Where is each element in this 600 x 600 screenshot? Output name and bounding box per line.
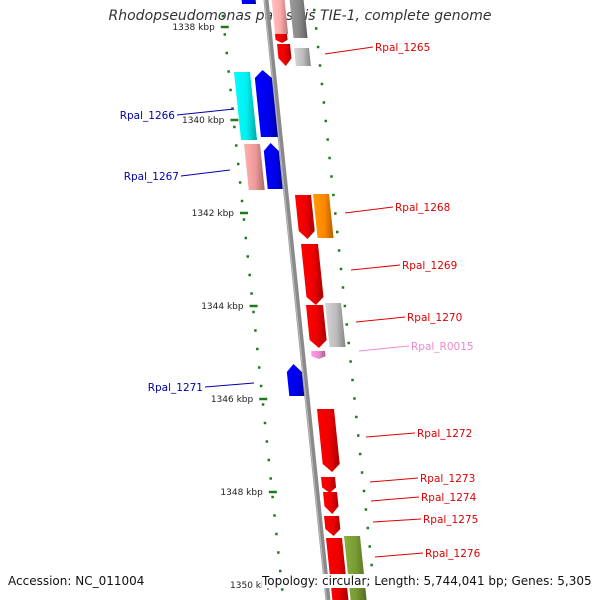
gene-feature (275, 34, 288, 43)
gene-label-leader (324, 46, 374, 55)
gene-feature (311, 351, 326, 359)
genome-backbone (263, 0, 331, 600)
gene-label-leader (355, 316, 406, 323)
gene-feature (301, 244, 324, 305)
gene-label: Rpal_1274 (421, 492, 477, 504)
ruler-label: 1338 kbp (172, 23, 215, 33)
gene-label: Rpal_1275 (423, 514, 478, 526)
gene-label-leader (350, 264, 401, 271)
gene-label: Rpal_1265 (375, 42, 430, 54)
accession-label: Accession: NC_011004 (8, 574, 145, 588)
gene-label: Rpal_1272 (417, 428, 472, 440)
gene-label-leader (370, 496, 420, 502)
gene-feature (289, 0, 308, 38)
gene-label-leader (374, 552, 424, 558)
gene-feature (324, 516, 341, 536)
gene-label-leader (365, 432, 416, 438)
gene-feature (294, 48, 311, 66)
gene-label: Rpal_1268 (395, 202, 450, 214)
gene-feature (317, 409, 340, 472)
gene-label-leader (344, 206, 394, 214)
ruler-label: 1344 kbp (201, 302, 244, 312)
gene-label: Rpal_1271 (148, 382, 203, 394)
gene-feature (234, 72, 258, 140)
gene-label-leader (369, 477, 419, 483)
gene-feature (321, 477, 337, 493)
genome-backbone-highlight (263, 0, 328, 600)
ruler-label: 1346 kbp (211, 395, 254, 405)
gene-label: Rpal_1270 (407, 312, 462, 324)
gene-label-leader (372, 518, 422, 523)
gene-label: Rpal_1273 (420, 473, 475, 485)
gene-label-leader (358, 345, 410, 352)
gene-feature (244, 144, 265, 190)
gene-label-leader (180, 169, 231, 177)
ruler-label: 1342 kbp (192, 209, 235, 219)
gene-label: Rpal_R0015 (411, 341, 474, 353)
ruler-label: 1348 kbp (220, 488, 263, 498)
gene-feature (295, 195, 315, 239)
topology-label: Topology: circular; Length: 5,744,041 bp… (262, 574, 592, 588)
ruler-label: 1350 kbp (230, 581, 273, 591)
gene-feature (325, 303, 346, 347)
gene-feature (241, 0, 257, 4)
gene-feature (323, 492, 339, 514)
ruler-label: 1340 kbp (182, 116, 225, 126)
gene-label-leader (204, 382, 255, 388)
gene-label: Rpal_1267 (124, 171, 179, 183)
gene-label: Rpal_1276 (425, 548, 481, 560)
gene-feature (313, 194, 334, 238)
gene-label: Rpal_1269 (402, 260, 457, 272)
gene-feature (286, 364, 305, 396)
gene-feature (277, 44, 292, 66)
gene-feature (254, 70, 278, 137)
gene-feature (306, 305, 327, 348)
gene-label-leader (176, 108, 235, 116)
gene-label: Rpal_1266 (120, 110, 176, 122)
gene-feature (271, 0, 289, 34)
gene-feature (263, 143, 283, 189)
